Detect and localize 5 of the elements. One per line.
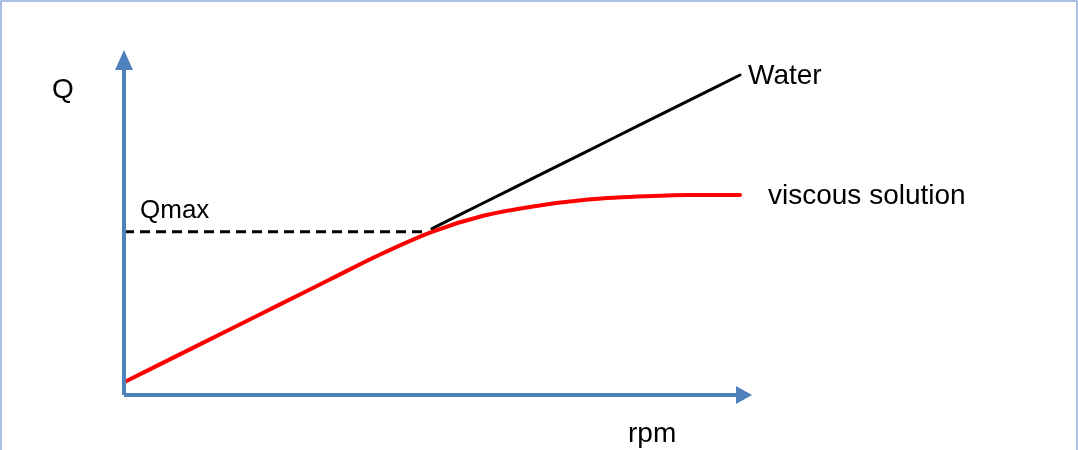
series-label: Water [748,59,822,90]
series-label: viscous solution [768,179,966,210]
x-axis-title: rpm [628,417,677,448]
ref-line-label: Qmax [140,193,210,224]
y-axis-title: Q [52,73,74,104]
